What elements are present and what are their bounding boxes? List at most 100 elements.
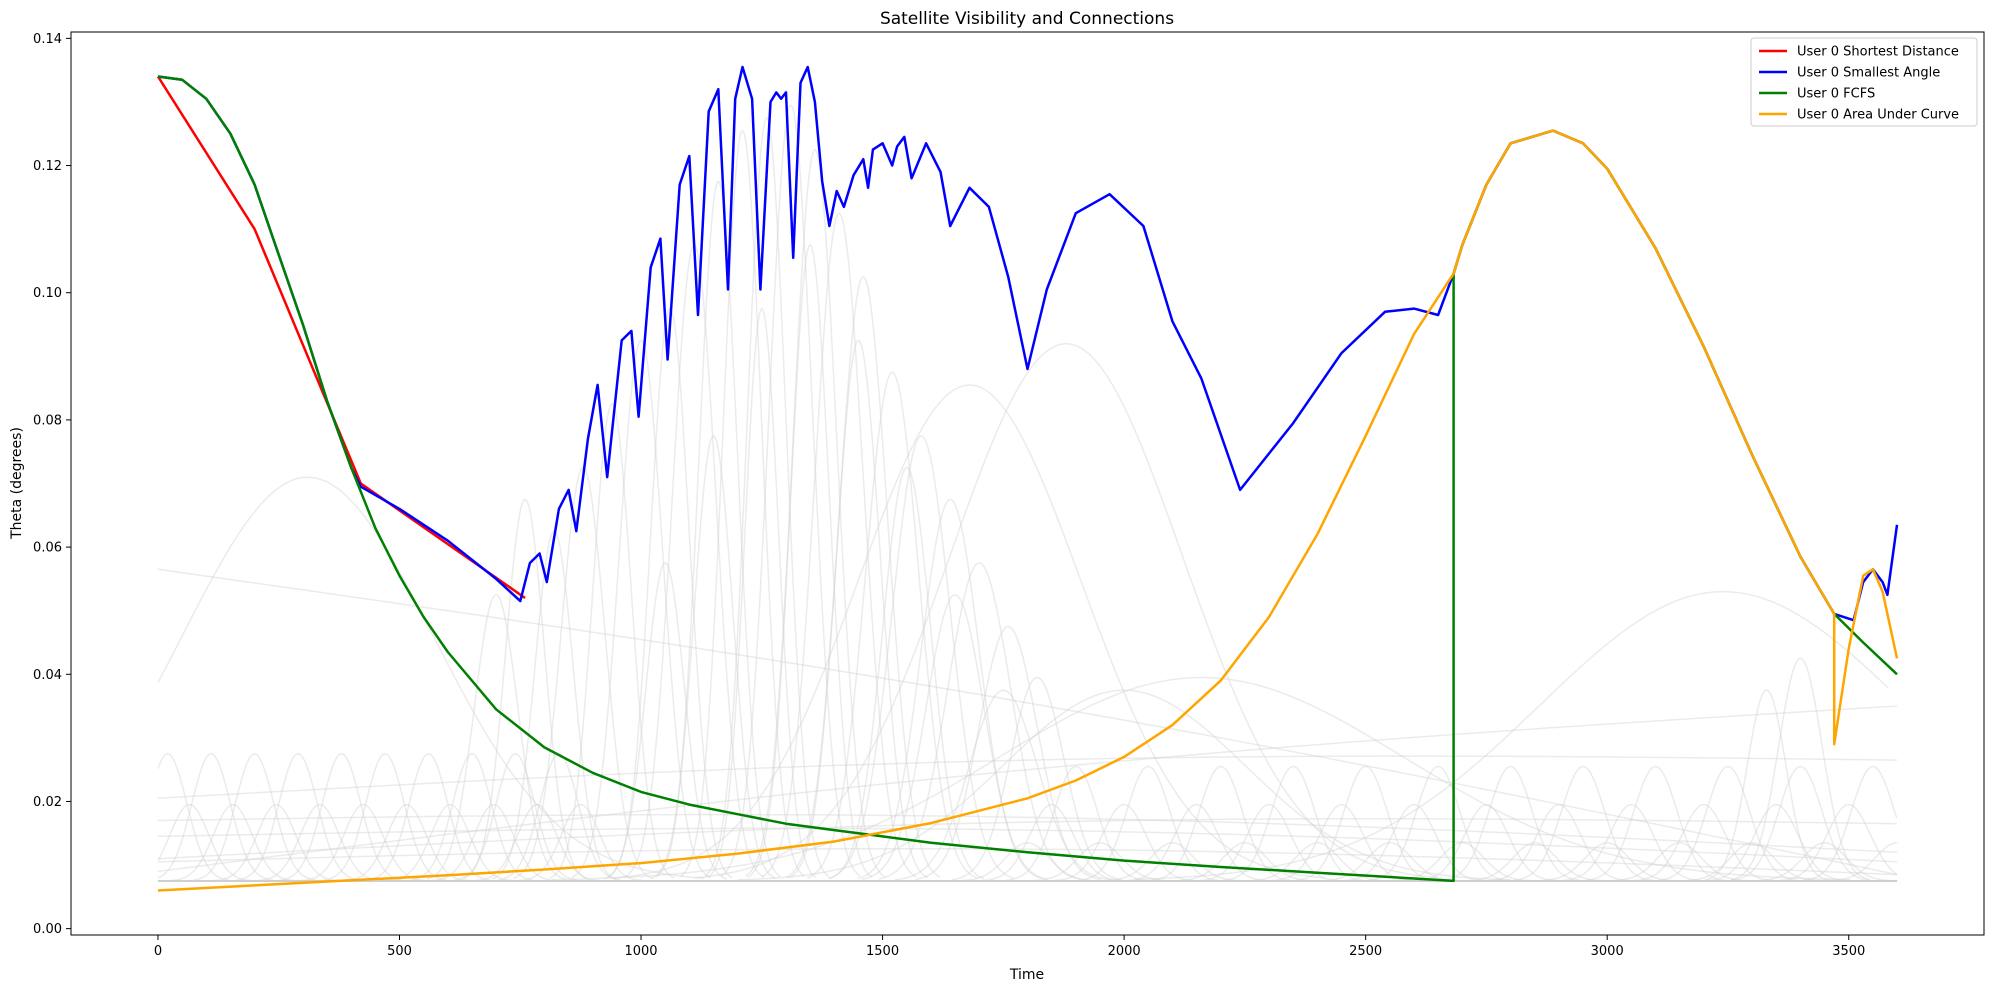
background-curve [1344,803,1484,882]
background-curve [410,753,534,881]
background-curve [1658,765,1798,882]
background-curve [157,827,1898,863]
x-axis-label: Time [1009,967,1044,983]
background-curve [1827,842,1897,882]
background-curve [549,403,675,879]
background-curve [1537,842,1677,882]
background-curve [828,434,1015,880]
background-curve [1030,842,1170,882]
y-tick-label: 0.00 [33,922,62,937]
background-curve [157,705,1898,873]
x-tick-label: 1000 [624,944,657,959]
background-curve [695,342,1438,879]
background-curve [878,562,1080,880]
background-curve [157,818,1898,860]
background-curve [613,384,1326,879]
background-curve [656,180,781,878]
background-curve [1416,803,1557,882]
background-curve [720,104,861,877]
background-curve [1078,765,1218,882]
y-tick-label: 0.04 [33,668,62,683]
legend-label: User 0 Smallest Angle [1797,66,1940,81]
background-curve [1102,842,1242,882]
background-curve [157,847,1898,876]
background-curve [747,244,873,878]
background-curve [236,753,360,881]
background-curve [1755,842,1895,882]
background-curve [257,803,382,882]
background-curve [344,803,469,882]
legend-label: User 0 Shortest Distance [1797,45,1959,60]
y-tick-label: 0.02 [33,795,62,810]
background-curve [426,594,566,880]
legend-label: User 0 Area Under Curve [1797,108,1959,123]
x-tick-label: 2000 [1108,944,1141,959]
background-curve [571,339,711,879]
background-curve [1730,765,1871,882]
background-curve [1779,803,1898,882]
y-tick-label: 0.06 [33,541,62,556]
background-curve [895,689,1112,881]
x-axis: 0 500 1000 1500 2000 2500 3000 3500 [154,935,1865,959]
background-curve [651,434,776,879]
background-curve [806,371,978,879]
background-curve [192,753,317,881]
background-curve [1489,803,1629,882]
background-curve [157,813,1898,854]
background-curve [957,842,1098,882]
background-curve [1175,842,1315,882]
x-tick-label: 1500 [866,944,899,959]
background-curve [704,116,829,877]
background-satellite-curves [157,104,1898,882]
x-tick-label: 0 [154,944,162,959]
background-curve [1295,765,1436,882]
background-curve [785,275,941,878]
background-curve [1803,765,1898,882]
background-curve [552,676,1851,881]
legend-box [1750,37,1978,127]
background-curve [744,148,885,878]
background-curve [1704,689,1829,881]
background-curve [157,568,1898,876]
background-curve [737,689,1511,881]
background-curve [279,753,404,881]
x-tick-label: 2500 [1349,944,1382,959]
background-curve [1054,803,1194,882]
background-curve [1706,803,1846,882]
background-curve [1368,765,1508,882]
background-curve [1610,842,1750,882]
background-curve [323,753,447,881]
y-tick-label: 0.12 [33,159,62,174]
legend: User 0 Shortest Distance User 0 Smallest … [1750,37,1978,127]
background-curve [518,803,643,882]
background-curve [1320,842,1460,882]
background-curve [1465,842,1605,882]
background-curve [1271,803,1412,882]
background-curve [431,803,556,882]
background-curve [1392,842,1532,882]
background-curve [1440,765,1581,882]
background-curve [857,498,1044,880]
background-curve [1513,765,1653,882]
background-curve [1561,803,1701,882]
background-curve [1126,803,1267,882]
background-curve [951,676,1123,881]
background-curve [157,755,1898,800]
background-curve [1006,765,1146,882]
background-curve [788,339,929,879]
background-curve [366,753,491,881]
x-tick-label: 500 [387,944,412,959]
legend-label: User 0 FCFS [1797,87,1875,102]
chart-title: Satellite Visibility and Connections [880,9,1174,29]
plot-frame [70,31,1985,936]
y-tick-label: 0.14 [33,32,62,47]
background-curve [1634,803,1774,882]
y-tick-label: 0.08 [33,413,62,428]
background-curve [157,753,230,881]
background-curve [1585,765,1726,882]
x-tick-label: 3500 [1832,944,1865,959]
y-axis: 0.00 0.02 0.04 0.06 0.08 0.10 0.12 0.14 [33,32,71,937]
